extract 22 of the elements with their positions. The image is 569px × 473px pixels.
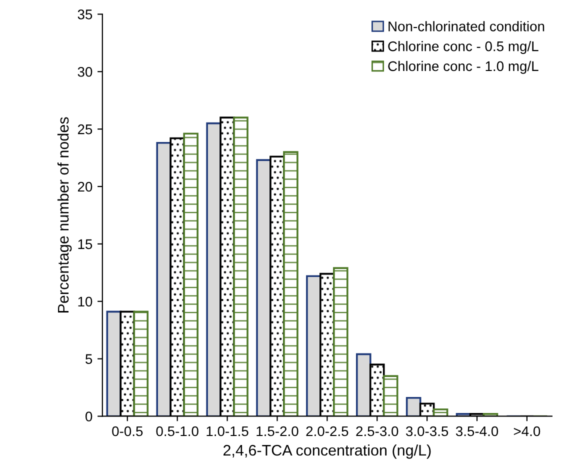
y-tick-label: 35 (78, 10, 92, 20)
x-tick-label: 2.0-2.5 (306, 426, 348, 436)
legend-label: Non-chlorinated condition (388, 21, 544, 32)
x-tick-label: 0-0.5 (112, 426, 143, 436)
y-axis-title: Percentage number of nodes (57, 117, 72, 312)
y-tick-label: 5 (86, 354, 92, 364)
y-tick-label: 10 (78, 296, 92, 307)
y-tick-label: 20 (78, 182, 92, 192)
x-tick-label: 2.5-3.0 (356, 426, 398, 436)
legend-label: Chlorine conc - 1.0 mg/L (388, 60, 538, 74)
y-tick-label: 0 (86, 412, 92, 422)
x-tick-label: >4.0 (514, 426, 540, 436)
x-tick-label: 3.5-4.0 (456, 426, 498, 436)
x-tick-label: 3.0-3.5 (406, 426, 448, 436)
y-tick-label: 30 (78, 66, 92, 77)
legend-label: Chlorine conc - 0.5 mg/L (388, 41, 538, 54)
x-axis-title: 2,4,6-TCA concentration (ng/L) (223, 444, 431, 459)
x-tick-label: 1.0-1.5 (206, 426, 248, 436)
x-tick-label: 1.5-2.0 (256, 426, 298, 436)
y-tick-label: 25 (78, 124, 92, 134)
y-tick-label: 15 (78, 239, 92, 250)
x-tick-label: 0.5-1.0 (156, 426, 198, 436)
